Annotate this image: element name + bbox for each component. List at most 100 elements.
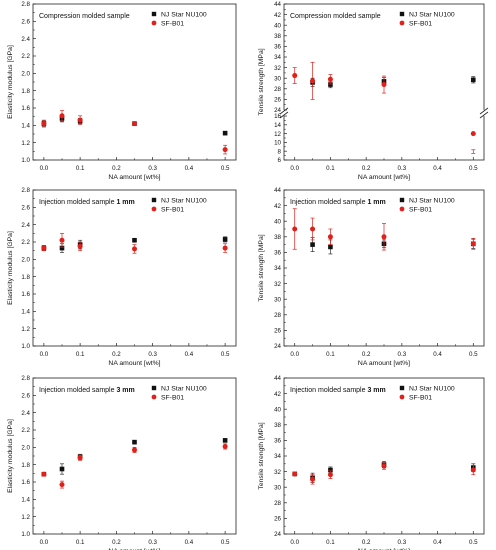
legend-label: NJ Star NU100	[161, 197, 207, 204]
y-tick-label: 1.2	[21, 140, 30, 147]
legend-marker-square	[151, 385, 157, 391]
data-point-sf-b01	[327, 234, 333, 240]
legend-marker-circle	[399, 20, 405, 26]
chart-title-text: Compression molded sample	[39, 13, 130, 20]
chart-title: Injection molded sample 3 mm	[290, 387, 386, 394]
x-tick-label: 0.0	[290, 539, 299, 546]
chart-title-suffix: 1 mm	[116, 199, 134, 206]
legend-marker-circle	[151, 20, 157, 26]
x-tick-label: 0.4	[185, 165, 194, 172]
data-point-sf-b01	[222, 245, 228, 251]
chart-title-text: Injection molded sample	[39, 387, 116, 394]
x-tick-label: 0.2	[112, 351, 121, 358]
x-tick-label: 0.0	[40, 539, 49, 546]
chart-panel-5: 0.0 0.1 0.2 0.3 0.4 0.5 1.0 1.2 1.4 1.6 1.8 2.0 2.2 2…	[7, 375, 237, 550]
data-point-sf-b01	[132, 447, 137, 453]
y-tick-label: 34	[274, 54, 281, 61]
data-point-nj-star	[328, 82, 333, 87]
data-point-sf-b01	[327, 472, 333, 478]
legend-marker-square	[399, 11, 405, 17]
data-point-nj-star	[59, 245, 65, 251]
data-point-sf-b01	[381, 82, 387, 88]
y-tick-label: 32	[274, 469, 281, 476]
data-point-sf-b01	[41, 245, 47, 251]
legend-marker-square	[151, 197, 157, 203]
x-tick-label: 0.4	[185, 539, 194, 546]
y-tick-label: 44	[274, 1, 281, 8]
y-tick-label: 2.0	[21, 445, 30, 452]
x-tick-label: 0.1	[326, 539, 335, 546]
data-point-sf-b01	[132, 121, 137, 127]
data-point-sf-b01	[310, 226, 316, 232]
data-point-sf-b01	[222, 147, 228, 153]
y-tick-label: 1.4	[21, 309, 30, 316]
data-point-nj-star	[470, 77, 476, 83]
y-tick-label: 12	[274, 131, 281, 138]
data-point-sf-b01	[222, 443, 228, 449]
y-tick-label: 1.2	[21, 326, 30, 333]
y-tick-label: 26	[274, 328, 281, 335]
y-tick-label: 1.4	[21, 123, 30, 130]
x-tick-label: 0.0	[40, 165, 49, 172]
y-tick-label: 2.0	[21, 71, 30, 78]
x-tick-label: 0.5	[469, 351, 478, 358]
x-tick-label: 0.4	[433, 351, 442, 358]
data-point-sf-b01	[41, 471, 47, 477]
y-tick-label: 34	[274, 265, 281, 272]
axis-break-gap-right	[479, 110, 487, 116]
x-tick-label: 0.5	[469, 165, 478, 172]
data-point-sf-b01	[470, 467, 476, 473]
y-tick-label: 1.8	[21, 462, 30, 469]
data-point-nj-star	[310, 242, 315, 247]
y-tick-label: 1.0	[21, 343, 30, 350]
y-tick-label: 16	[274, 113, 281, 120]
axis-break-gap-left	[281, 110, 289, 116]
y-tick-label: 1.8	[21, 88, 30, 95]
y-tick-label: 2.8	[21, 1, 30, 8]
y-tick-label: 2.0	[21, 257, 30, 264]
legend-marker-circle	[151, 394, 157, 400]
chart-title: Compression molded sample	[39, 13, 130, 20]
y-tick-label: 42	[274, 12, 281, 19]
chart-title-suffix: 3 mm	[116, 387, 134, 394]
y-tick-label: 28	[274, 500, 281, 507]
data-point-sf-b01	[132, 246, 137, 252]
x-tick-label: 0.4	[185, 351, 194, 358]
x-tick-label: 0.3	[148, 165, 157, 172]
legend-label: NJ Star NU100	[409, 385, 455, 392]
y-tick-label: 26	[274, 97, 281, 104]
legend-label: SF-B01	[161, 20, 184, 27]
x-tick-label: 0.1	[326, 351, 335, 358]
chart-panel-4: 0.0 0.1 0.2 0.3 0.4 0.5 24 26 28 30 32 34 36 38 40 42 44…	[258, 187, 485, 367]
y-tick-label: 1.6	[21, 291, 30, 298]
legend-marker-square	[399, 385, 405, 391]
data-point-sf-b01	[59, 237, 65, 243]
data-point-nj-star	[222, 130, 228, 136]
legend-label: SF-B01	[409, 394, 432, 401]
data-point-nj-star	[328, 467, 333, 473]
chart-title: Injection molded sample 1 mm	[290, 199, 386, 206]
y-tick-label: 36	[274, 438, 281, 445]
chart-title: Injection molded sample 1 mm	[39, 199, 135, 206]
y-tick-label: 1.0	[21, 531, 30, 538]
axis-break-mark-left	[279, 111, 289, 119]
x-tick-label: 0.4	[433, 539, 442, 546]
chart-panel-6: 0.0 0.1 0.2 0.3 0.4 0.5 24 26 28 30 32 34 36 38 40 42 44…	[258, 375, 485, 550]
legend-label: SF-B01	[161, 394, 184, 401]
y-tick-label: 34	[274, 453, 281, 460]
x-tick-label: 0.5	[221, 351, 230, 358]
x-tick-label: 0.5	[221, 539, 230, 546]
legend-label: NJ Star NU100	[409, 197, 455, 204]
legend-marker-square	[151, 11, 157, 17]
y-tick-label: 2.4	[21, 222, 30, 229]
y-tick-label: 26	[274, 516, 281, 523]
data-point-sf-b01	[470, 131, 476, 137]
y-tick-label: 36	[274, 250, 281, 257]
data-point-sf-b01	[292, 73, 298, 79]
data-point-sf-b01	[77, 455, 83, 461]
x-tick-label: 0.1	[76, 351, 85, 358]
y-tick-label: 2.8	[21, 187, 30, 194]
x-tick-label: 0.2	[362, 539, 371, 546]
y-tick-label: 24	[274, 343, 281, 350]
